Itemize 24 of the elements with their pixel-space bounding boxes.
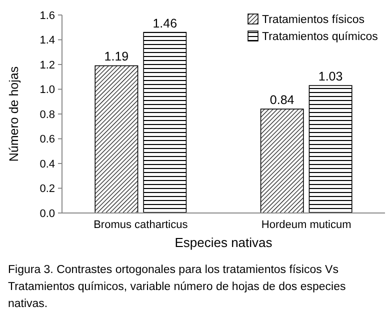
text: Figura 3. Contrastes ortogonales para los tratamientos físicos Vs Tratamientos químicos, variable número de hojas de dos especies nativas. bbox=[8, 264, 346, 310]
data-label: 1.03 bbox=[318, 70, 343, 84]
y-tick-label: 0.2 bbox=[40, 183, 55, 196]
x-tick-label: Hordeum muticum bbox=[261, 219, 352, 231]
x-axis-title: Especies nativas bbox=[174, 235, 273, 250]
y-tick-label: 0.0 bbox=[40, 208, 55, 220]
x-tick-label: Bromus catharticus bbox=[94, 219, 188, 231]
y-tick-label: 0.4 bbox=[40, 158, 55, 170]
data-label: 1.19 bbox=[104, 50, 129, 64]
data-label: 0.84 bbox=[270, 93, 294, 108]
y-tick-label: 0.6 bbox=[40, 134, 55, 146]
bar bbox=[260, 108, 304, 214]
legend-label: Tratamientos físicos bbox=[262, 14, 365, 26]
y-tick-label: 1.0 bbox=[40, 84, 55, 96]
bar bbox=[94, 65, 138, 214]
data-label: 1.46 bbox=[152, 16, 178, 30]
bar bbox=[143, 32, 187, 214]
y-axis-title: Número de hojas bbox=[7, 66, 21, 162]
legend-label: Tratamientos químicos bbox=[262, 31, 378, 44]
y-tick-label: 0.8 bbox=[40, 108, 55, 121]
bar bbox=[308, 85, 352, 214]
y-tick-label: 1.4 bbox=[40, 34, 55, 47]
y-tick-label: 1.6 bbox=[40, 10, 55, 22]
y-tick-label: 1.2 bbox=[40, 59, 55, 72]
